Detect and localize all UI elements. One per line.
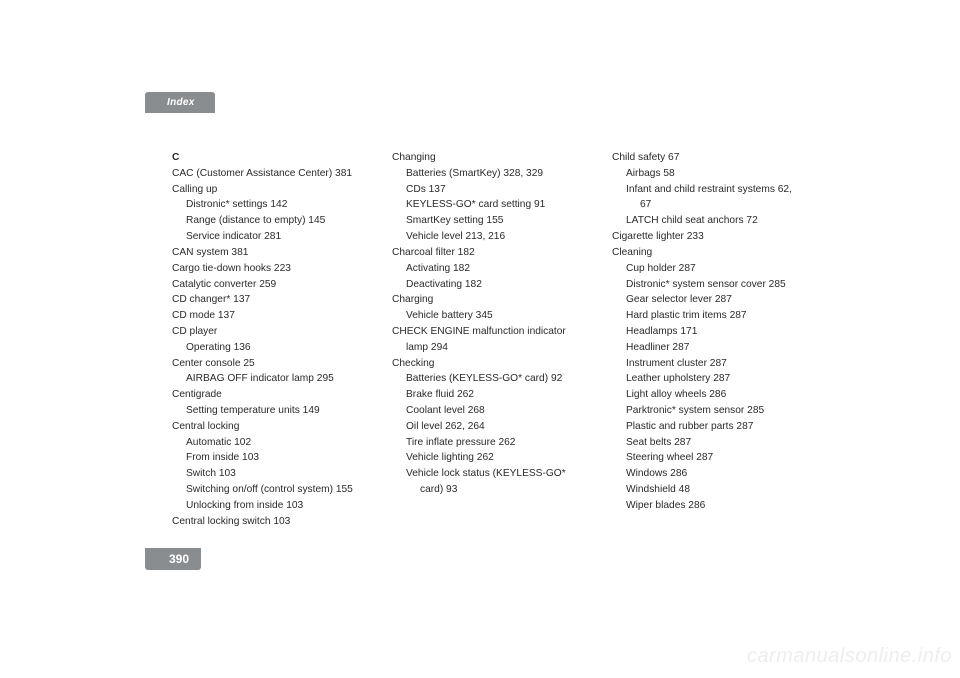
index-entry: Instrument cluster 287	[612, 356, 802, 372]
index-entry: Setting temperature units 149	[172, 403, 362, 419]
index-entry: Child safety 67	[612, 150, 802, 166]
index-header-tab: Index	[145, 92, 215, 113]
index-entry: Automatic 102	[172, 435, 362, 451]
index-entry: Vehicle lighting 262	[392, 450, 582, 466]
index-entry: Changing	[392, 150, 582, 166]
index-entry: CD player	[172, 324, 362, 340]
index-entry: Headliner 287	[612, 340, 802, 356]
index-entry: Operating 136	[172, 340, 362, 356]
index-entry: Windshield 48	[612, 482, 802, 498]
index-header-title: Index	[167, 97, 195, 108]
index-entry: Batteries (SmartKey) 328, 329	[392, 166, 582, 182]
index-entry: Checking	[392, 356, 582, 372]
index-entry: Wiper blades 286	[612, 498, 802, 514]
index-entry: LATCH child seat anchors 72	[612, 213, 802, 229]
index-entry: Cleaning	[612, 245, 802, 261]
index-entry: Central locking switch 103	[172, 514, 362, 530]
index-column-2: ChangingBatteries (SmartKey) 328, 329CDs…	[392, 150, 582, 530]
index-entry: Catalytic converter 259	[172, 277, 362, 293]
index-entry: Switch 103	[172, 466, 362, 482]
index-entry: Infant and child restraint systems 62,	[612, 182, 802, 198]
index-entry: Vehicle lock status (KEYLESS-GO*	[392, 466, 582, 482]
index-letter: C	[172, 150, 362, 166]
index-entry: Distronic* settings 142	[172, 197, 362, 213]
index-entry: Calling up	[172, 182, 362, 198]
index-entry: Steering wheel 287	[612, 450, 802, 466]
index-entry: Batteries (KEYLESS-GO* card) 92	[392, 371, 582, 387]
page-number-badge: 390	[145, 548, 201, 570]
index-entry: CAN system 381	[172, 245, 362, 261]
index-column-1: CCAC (Customer Assistance Center) 381Cal…	[172, 150, 362, 530]
index-entry: CAC (Customer Assistance Center) 381	[172, 166, 362, 182]
index-entry: Vehicle battery 345	[392, 308, 582, 324]
index-entry: Leather upholstery 287	[612, 371, 802, 387]
index-entry: Oil level 262, 264	[392, 419, 582, 435]
index-entry: Hard plastic trim items 287	[612, 308, 802, 324]
index-entry: CD mode 137	[172, 308, 362, 324]
index-entry: Range (distance to empty) 145	[172, 213, 362, 229]
index-entry: AIRBAG OFF indicator lamp 295	[172, 371, 362, 387]
page-number: 390	[169, 552, 189, 566]
index-entry: Windows 286	[612, 466, 802, 482]
index-entry: CHECK ENGINE malfunction indicator	[392, 324, 582, 340]
index-column-3: Child safety 67Airbags 58Infant and chil…	[612, 150, 802, 530]
index-content: CCAC (Customer Assistance Center) 381Cal…	[172, 150, 802, 530]
index-entry: Headlamps 171	[612, 324, 802, 340]
index-entry: Distronic* system sensor cover 285	[612, 277, 802, 293]
index-entry: Airbags 58	[612, 166, 802, 182]
index-entry: Parktronic* system sensor 285	[612, 403, 802, 419]
index-entry: Service indicator 281	[172, 229, 362, 245]
index-entry: Charging	[392, 292, 582, 308]
index-entry: Charcoal filter 182	[392, 245, 582, 261]
index-entry: Cup holder 287	[612, 261, 802, 277]
index-entry: Plastic and rubber parts 287	[612, 419, 802, 435]
index-entry: Cargo tie-down hooks 223	[172, 261, 362, 277]
index-entry: Brake fluid 262	[392, 387, 582, 403]
index-entry: Deactivating 182	[392, 277, 582, 293]
index-entry: Central locking	[172, 419, 362, 435]
index-entry: Unlocking from inside 103	[172, 498, 362, 514]
watermark-text: carmanualsonline.info	[747, 645, 952, 668]
index-entry: From inside 103	[172, 450, 362, 466]
index-entry: Gear selector lever 287	[612, 292, 802, 308]
index-entry: SmartKey setting 155	[392, 213, 582, 229]
index-entry: CDs 137	[392, 182, 582, 198]
index-entry: 67	[612, 197, 802, 213]
index-entry: card) 93	[392, 482, 582, 498]
index-entry: Activating 182	[392, 261, 582, 277]
index-entry: Switching on/off (control system) 155	[172, 482, 362, 498]
index-entry: lamp 294	[392, 340, 582, 356]
index-entry: Coolant level 268	[392, 403, 582, 419]
index-entry: Center console 25	[172, 356, 362, 372]
index-entry: Cigarette lighter 233	[612, 229, 802, 245]
index-entry: Light alloy wheels 286	[612, 387, 802, 403]
index-entry: Vehicle level 213, 216	[392, 229, 582, 245]
index-entry: Tire inflate pressure 262	[392, 435, 582, 451]
index-entry: CD changer* 137	[172, 292, 362, 308]
index-entry: Seat belts 287	[612, 435, 802, 451]
index-entry: Centigrade	[172, 387, 362, 403]
index-entry: KEYLESS-GO* card setting 91	[392, 197, 582, 213]
